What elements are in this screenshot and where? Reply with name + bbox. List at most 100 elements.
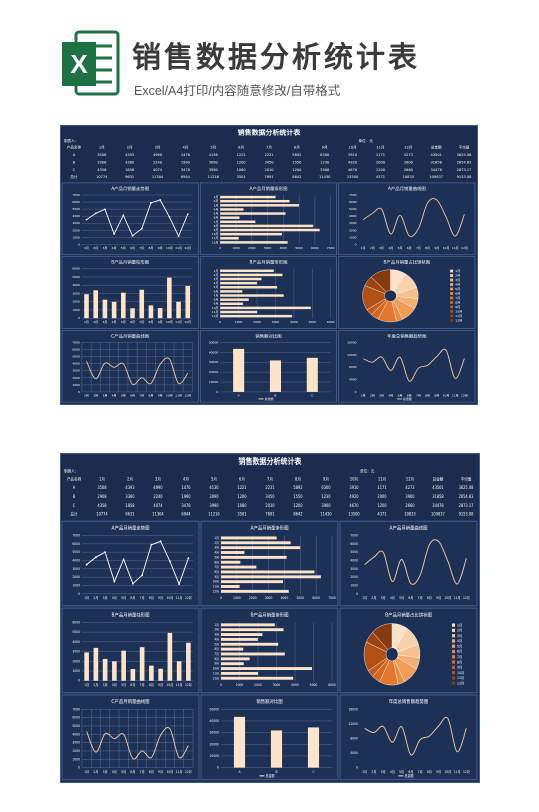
x-tick-label: 12月 <box>185 770 192 774</box>
x-tick-label: 1月 <box>361 394 366 398</box>
legend-swatch <box>450 292 454 295</box>
legend-label: 总金额 <box>266 773 276 778</box>
bar <box>139 289 145 319</box>
table-cell: 10774 <box>96 511 108 516</box>
bar <box>233 348 245 392</box>
y-tick-label: 7000 <box>349 193 357 197</box>
bar <box>221 565 257 569</box>
table-cell: 11216 <box>208 175 219 179</box>
table-cell: A <box>73 153 76 157</box>
bar <box>220 228 320 232</box>
x-tick-label: 6月 <box>407 246 412 250</box>
chart-title: A产品月销量曲线图 <box>388 185 426 192</box>
x-tick-label: 7月 <box>416 394 421 398</box>
x-tick-label: 1月 <box>84 320 89 324</box>
x-tick-label: 6月 <box>130 683 135 687</box>
line <box>86 357 189 386</box>
y-tick-label: 4000 <box>72 362 80 366</box>
x-tick-label: 4月 <box>388 246 393 250</box>
y-tick-label: 5000 <box>72 630 80 634</box>
x-tick-label: 7000 <box>328 596 336 600</box>
bar <box>112 661 117 681</box>
x-tick-label: 3000 <box>273 683 281 687</box>
table-cell: 8642 <box>292 175 301 179</box>
table-cell: 2240 <box>153 160 162 164</box>
y-tick-label: 4000 <box>72 214 80 218</box>
table-header: 4月 <box>182 145 188 149</box>
table-cell: 总计 <box>70 511 77 516</box>
y-tick-label: 11月 <box>213 584 219 588</box>
table-cell: C <box>73 168 76 172</box>
chart-title: B产品月销量柱形图 <box>111 611 149 618</box>
x-tick-label: 0 <box>220 683 222 687</box>
x-tick-label: 12月 <box>184 320 191 324</box>
table-header: 7月 <box>266 145 272 149</box>
line <box>86 726 189 760</box>
table-cell: 1200 <box>237 160 246 164</box>
x-tick-label: 3月 <box>102 320 107 324</box>
point <box>94 212 97 215</box>
table-cell: 4136 <box>209 153 218 157</box>
point <box>113 233 116 235</box>
table-cell: 2873.17 <box>457 168 472 172</box>
table-cell: 4371 <box>376 175 385 179</box>
table-cell: 34478 <box>432 503 444 508</box>
y-tick-label: 4000 <box>72 558 80 562</box>
chart-title: B产品月销量占比饼状图 <box>384 259 431 266</box>
point <box>168 215 171 218</box>
x-tick-label: 7月 <box>140 683 145 687</box>
table-header: 总金额 <box>431 144 442 149</box>
bar <box>221 585 240 588</box>
table-cell: 6944 <box>181 175 191 179</box>
x-tick-label: 2月 <box>370 246 375 250</box>
table-header: 10月 <box>350 476 358 481</box>
table-header: 平均值 <box>459 144 470 149</box>
legend-swatch <box>450 305 454 309</box>
table-cell: 9631 <box>125 511 135 516</box>
y-tick-label: 0 <box>356 592 358 596</box>
bar <box>176 661 182 681</box>
y-tick-label: 7000 <box>350 533 358 537</box>
y-tick-label: 4月 <box>214 207 219 211</box>
x-tick-label: 10月 <box>444 770 451 774</box>
table-cell: 4074 <box>153 503 163 508</box>
y-tick-label: 4000 <box>349 214 357 218</box>
maker-label: 制表人： <box>64 138 78 143</box>
x-tick-label: 0 <box>220 596 222 600</box>
bar <box>220 212 286 215</box>
y-tick-label: 2月 <box>214 273 219 277</box>
y-tick-label: 16000 <box>347 341 357 345</box>
line <box>362 348 465 382</box>
table-cell: 3508 <box>97 153 106 157</box>
y-tick-label: 2000 <box>72 575 80 579</box>
legend-swatch <box>452 671 455 675</box>
legend-swatch <box>450 314 454 318</box>
table-cell: 2654.83 <box>457 160 472 164</box>
y-tick-label: 50000 <box>209 707 219 711</box>
bar <box>221 560 241 564</box>
table-cell: 1550 <box>292 160 301 164</box>
legend-label: 1月 <box>457 623 462 627</box>
bar <box>220 314 293 318</box>
x-tick-label: 9月 <box>436 596 441 600</box>
x-tick-label: 9月 <box>158 246 163 250</box>
bar <box>220 216 240 219</box>
x-tick-label: 3000 <box>272 320 280 324</box>
x-tick-label: 8月 <box>149 596 154 600</box>
y-tick-label: 8000 <box>349 365 357 369</box>
chart-title: 销售额对比图 <box>256 698 283 705</box>
table-cell: 6300 <box>320 153 329 157</box>
x-tick-label: 12月 <box>461 394 468 398</box>
y-tick-label: 3000 <box>349 221 357 225</box>
x-tick-label: 6000 <box>328 683 336 687</box>
y-tick-label: 10000 <box>209 754 219 758</box>
x-tick-label: 4月 <box>390 770 395 774</box>
y-tick-label: 4000 <box>72 640 80 644</box>
legend-label: 10月 <box>457 671 464 675</box>
legend-swatch <box>450 309 454 313</box>
table-cell: 13500 <box>348 511 360 516</box>
legend-swatch <box>450 274 454 277</box>
table-header: 12月 <box>406 476 414 481</box>
x-tick-label: 3000 <box>264 246 272 250</box>
legend-label: 10月 <box>455 310 462 314</box>
